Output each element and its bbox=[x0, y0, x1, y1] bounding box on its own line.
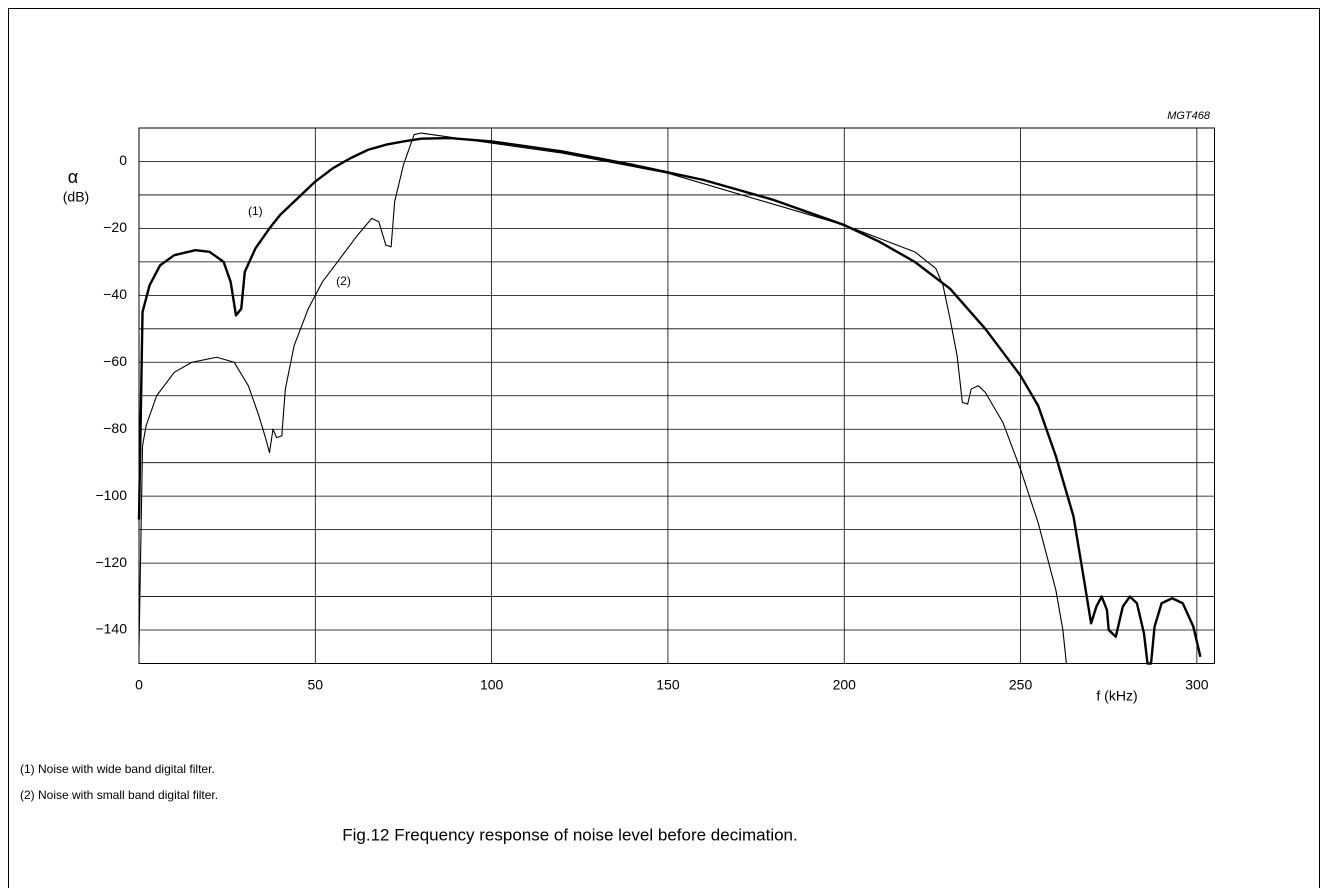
x-tick-label: 300 bbox=[1185, 677, 1209, 693]
figure-code: MGT468 bbox=[1167, 110, 1211, 122]
chart-title: Fig.12 Frequency response of noise level… bbox=[342, 825, 797, 844]
y-axis-symbol: α bbox=[68, 167, 78, 187]
y-axis-unit: (dB) bbox=[63, 189, 89, 205]
y-tick-label: −20 bbox=[103, 219, 127, 235]
y-tick-label: −60 bbox=[103, 353, 127, 369]
page-border bbox=[8, 8, 1320, 888]
x-tick-label: 0 bbox=[135, 677, 143, 693]
series-line bbox=[137, 136, 1202, 665]
footnote: (2) Noise with small band digital filter… bbox=[20, 788, 218, 802]
plot-frame bbox=[138, 127, 1215, 664]
x-tick-label: 150 bbox=[656, 677, 680, 693]
y-tick-label: −40 bbox=[103, 286, 127, 302]
y-tick-label: −80 bbox=[103, 420, 127, 436]
annotation: (2) bbox=[336, 274, 351, 288]
footnote: (1) Noise with wide band digital filter. bbox=[20, 762, 215, 776]
series-line bbox=[138, 132, 1067, 664]
y-tick-label: −140 bbox=[95, 621, 127, 637]
x-axis-label: f (kHz) bbox=[1096, 688, 1137, 704]
y-tick-label: 0 bbox=[119, 152, 127, 168]
x-tick-label: 100 bbox=[480, 677, 504, 693]
x-tick-label: 200 bbox=[833, 677, 857, 693]
y-tick-label: −120 bbox=[95, 554, 127, 570]
x-tick-label: 50 bbox=[308, 677, 324, 693]
x-tick-label: 250 bbox=[1009, 677, 1033, 693]
y-tick-label: −100 bbox=[95, 487, 127, 503]
annotation: (1) bbox=[248, 204, 263, 218]
